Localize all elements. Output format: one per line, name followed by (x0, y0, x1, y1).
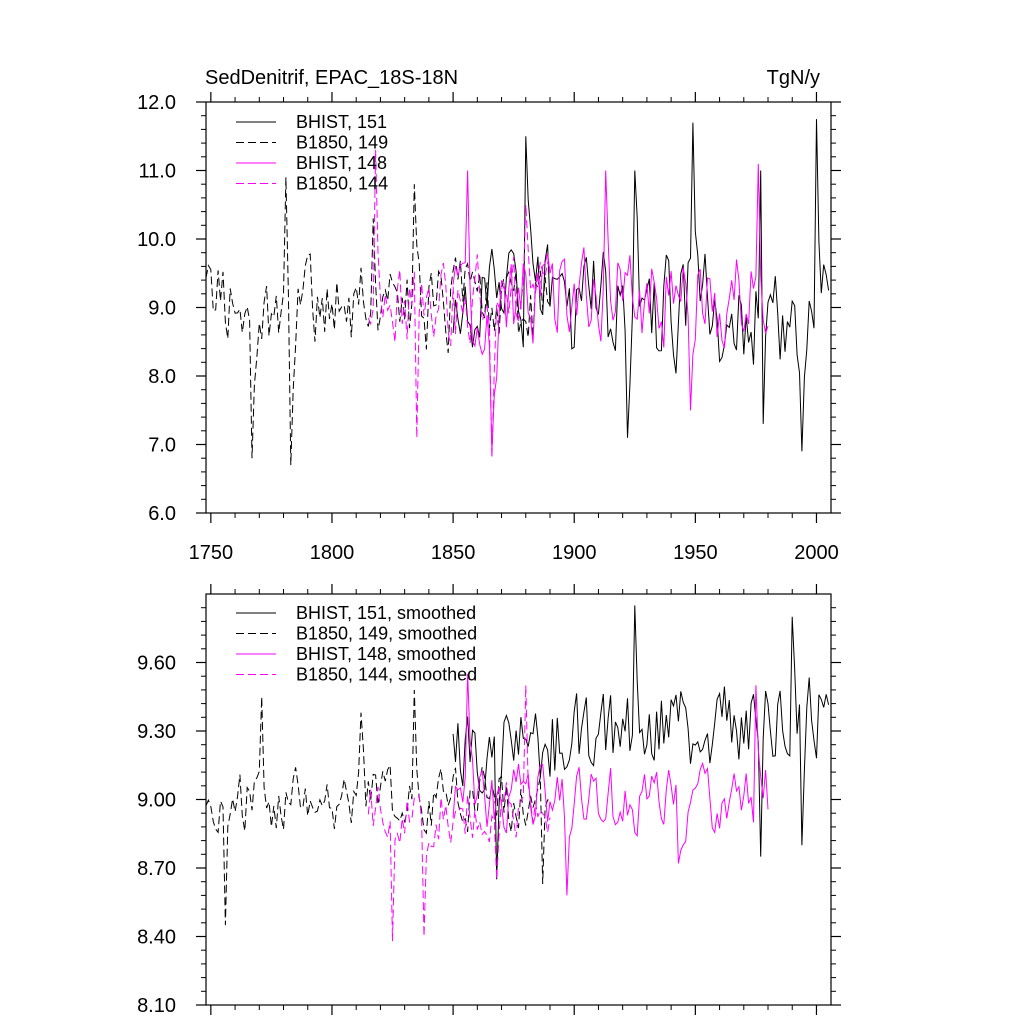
y-tick-label: 9.0 (148, 298, 176, 320)
y-tick-label: 6.0 (148, 503, 176, 525)
bottom-panel: 8.10 8.40 8.70 9.00 9.30 9.60 BHIST, 151, smo… (137, 584, 841, 1017)
legend-label: B1850, 144 (296, 174, 388, 194)
y-tick-label: 8.70 (137, 858, 176, 880)
y-tick-label: 12.0 (137, 92, 176, 114)
y-tick-label: 9.00 (137, 790, 176, 812)
bottom-axes: 8.10 8.40 8.70 9.00 9.30 9.60 (137, 584, 841, 1017)
legend-label: BHIST, 148, smoothed (296, 644, 476, 664)
x-tick-label: 1800 (310, 542, 355, 564)
y-tick-label: 10.0 (137, 229, 176, 251)
x-tick-label: 1850 (431, 542, 476, 564)
y-tick-label: 8.40 (137, 927, 176, 949)
y-tick-label: 9.60 (137, 653, 176, 675)
legend-label: BHIST, 151, smoothed (296, 603, 476, 623)
x-tick-label: 1900 (552, 542, 597, 564)
series-line-0 (452, 605, 830, 880)
series-line-3 (367, 149, 551, 459)
series-line-3 (367, 685, 551, 942)
top-panel: SedDenitrif, EPAC_18S-18N TgN/y 1750 1800… (137, 67, 841, 564)
top-title-units: TgN/y (767, 67, 820, 89)
top-axes: 1750 1800 1850 1900 1950 2000 6.0 7.0 8.0 9.0 10.0… (137, 92, 841, 564)
legend-label: BHIST, 151 (296, 112, 387, 132)
y-tick-label: 7.0 (148, 435, 176, 457)
series-line-1 (205, 689, 551, 926)
legend-label: B1850, 149 (296, 133, 388, 153)
y-tick-label: 8.0 (148, 366, 176, 388)
legend-label: BHIST, 148 (296, 153, 387, 173)
series-line-1 (205, 177, 551, 466)
series-line-2 (452, 163, 769, 452)
bottom-series-group (205, 605, 830, 942)
y-tick-label: 9.30 (137, 721, 176, 743)
y-tick-label: 11.0 (139, 161, 176, 183)
x-tick-label: 2000 (794, 542, 839, 564)
x-tick-label: 1950 (673, 542, 718, 564)
series-line-2 (452, 673, 769, 896)
top-title-left: SedDenitrif, EPAC_18S-18N (205, 67, 458, 89)
legend-label: B1850, 149, smoothed (296, 624, 477, 644)
y-tick-label: 8.10 (137, 995, 176, 1017)
top-series-group (205, 119, 830, 466)
legend-label: B1850, 144, smoothed (296, 665, 477, 685)
x-tick-label: 1750 (189, 542, 234, 564)
